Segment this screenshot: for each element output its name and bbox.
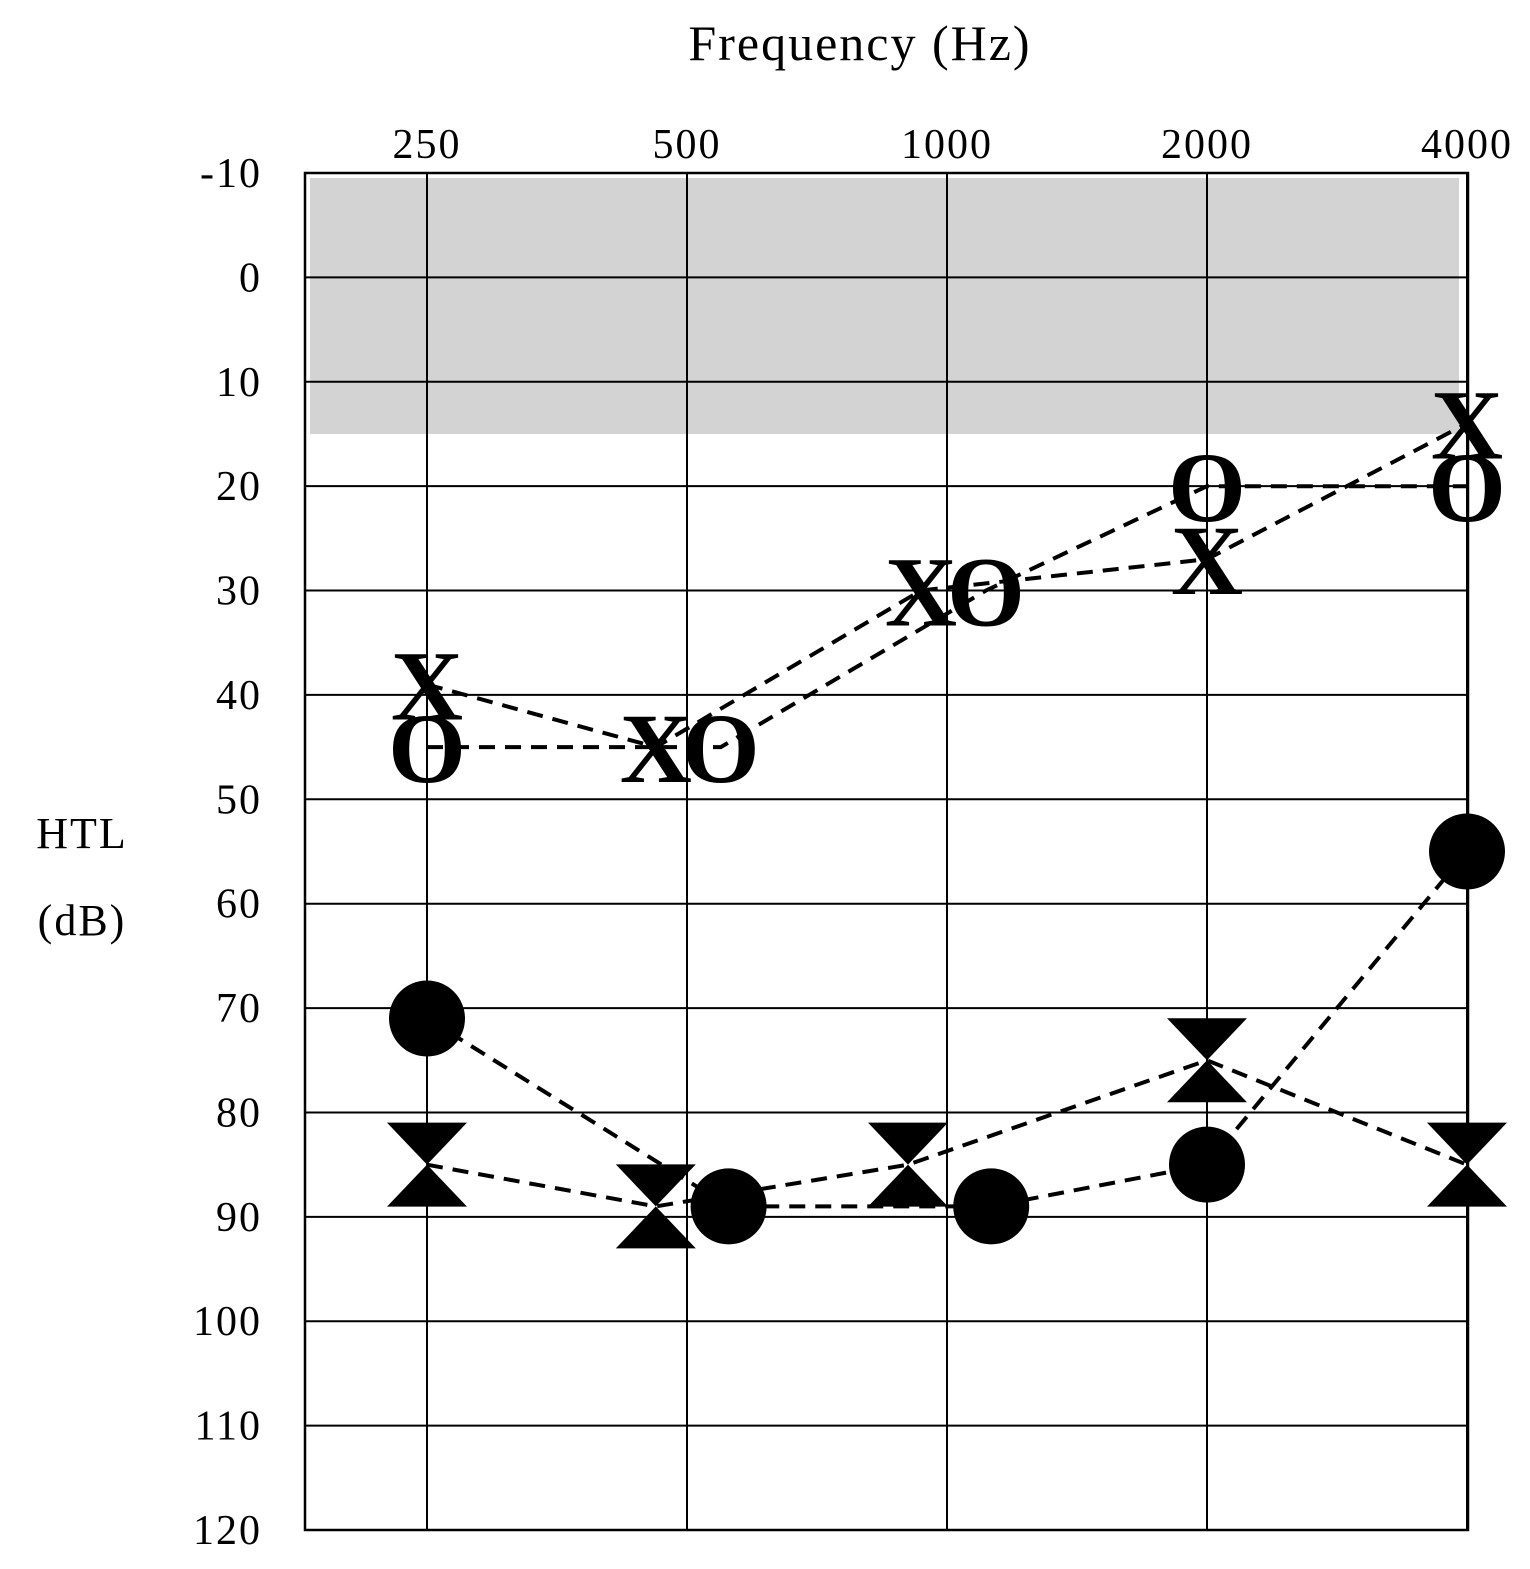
series-0-point-3: O — [1168, 432, 1246, 543]
y-tick-label-10: 90 — [216, 1195, 262, 1241]
series-1-point-1: X — [620, 693, 692, 804]
y-tick-label-0: -10 — [200, 151, 262, 197]
series-3-point-2 — [868, 1122, 948, 1207]
normal-hearing-band — [310, 178, 1459, 434]
y-tick-label-1: 0 — [239, 255, 262, 301]
series-2-point-1 — [690, 1168, 767, 1245]
x-tick-label-2: 1000 — [901, 122, 993, 168]
series-1-point-0: X — [391, 630, 463, 741]
y-tick-label-6: 50 — [216, 777, 262, 823]
series-line-1 — [426, 421, 1468, 750]
series-0-point-0: O — [388, 693, 466, 804]
series-2-point-0 — [389, 980, 465, 1057]
series-3-point-3 — [1167, 1018, 1247, 1103]
series-2-point-2 — [953, 1168, 1030, 1245]
plot-area: -10 0 10 20 30 40 50 60 70 80 90 100 110 120 250 500 100… — [193, 122, 1513, 1554]
series-0-point-4: O — [1428, 432, 1506, 543]
chart-title: Frequency (Hz) — [688, 15, 1031, 71]
series-line-3 — [426, 1058, 1468, 1209]
y-tick-label-8: 70 — [216, 986, 262, 1032]
x-tick-label-1: 500 — [653, 122, 722, 168]
y-axis-label-line-1: HTL — [36, 809, 128, 858]
x-tick-label-3: 2000 — [1161, 122, 1253, 168]
x-tick-label-0: 250 — [393, 122, 462, 168]
series-0-point-1: O — [682, 693, 760, 804]
y-axis-label-line-2: (dB) — [38, 896, 127, 945]
series-1-point-3: X — [1171, 505, 1243, 616]
y-tick-label-12: 110 — [195, 1404, 262, 1450]
series-0-point-2: O — [947, 537, 1025, 648]
x-tick-label-4: 4000 — [1421, 122, 1513, 168]
series-3-point-1 — [615, 1164, 696, 1249]
y-tick-label-3: 20 — [216, 464, 262, 510]
series-1-point-2: X — [885, 537, 957, 648]
series-2-point-3 — [1169, 1126, 1245, 1203]
series-3-point-4 — [1427, 1122, 1507, 1207]
series-2-point-4 — [1429, 813, 1505, 890]
y-tick-label-2: 10 — [216, 360, 262, 406]
y-tick-label-13: 120 — [193, 1508, 262, 1554]
y-tick-label-11: 100 — [193, 1299, 262, 1345]
series-3-point-0 — [387, 1122, 467, 1207]
series-1-point-4: X — [1431, 370, 1503, 481]
y-tick-label-7: 60 — [216, 882, 262, 928]
series-line-0 — [427, 484, 1467, 750]
y-tick-label-9: 80 — [216, 1090, 262, 1136]
y-tick-label-5: 40 — [216, 673, 262, 719]
y-tick-label-4: 30 — [216, 569, 262, 615]
series-line-2 — [425, 850, 1469, 1209]
